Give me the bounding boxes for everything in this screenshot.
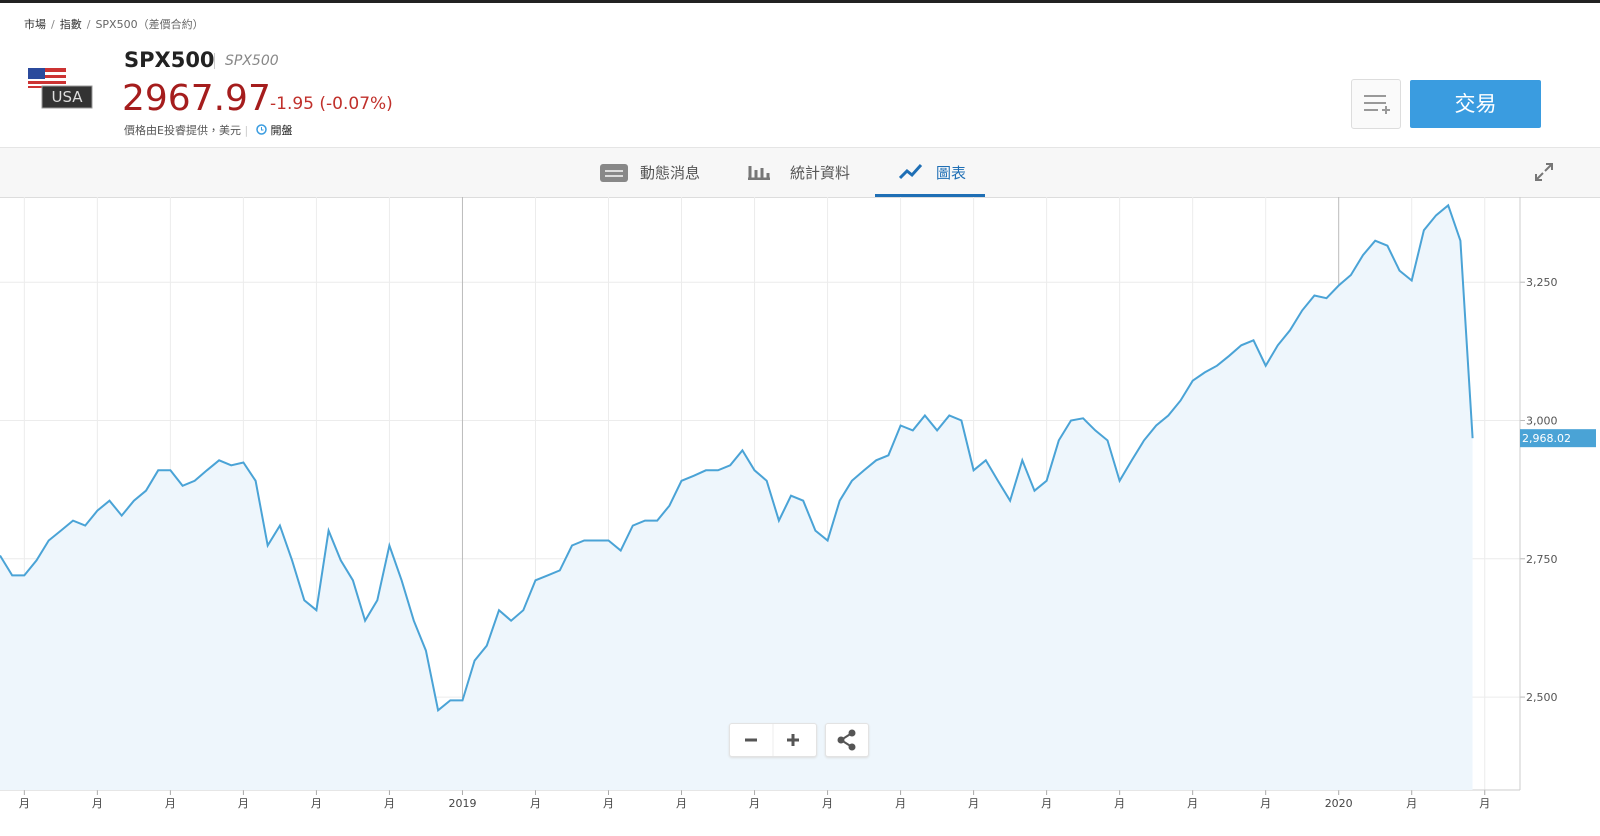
x-tick-label: 月 — [384, 797, 395, 810]
flag-icon: USA — [28, 68, 93, 109]
y-tick-label: 2,500 — [1526, 691, 1558, 704]
crumb-link[interactable]: 指數 — [59, 18, 82, 31]
x-tick-label: 月 — [165, 797, 176, 810]
x-tick-label: 月 — [968, 797, 979, 810]
x-tick-label: 月 — [1187, 797, 1198, 810]
share-icon — [837, 729, 856, 751]
source-text: 價格由E投睿提供，美元 — [124, 124, 241, 137]
top-bar — [0, 0, 1600, 3]
tab-bar: 動態消息 統計資料 圖表 — [0, 147, 1600, 198]
breadcrumb: 市場 / 指數 / SPX500（差價合約） — [24, 18, 204, 31]
tab-underline — [875, 194, 985, 197]
tab[interactable]: 動態消息 — [640, 164, 701, 182]
trade-button[interactable]: 交易 — [1410, 80, 1541, 128]
crumb-link[interactable]: 市場 — [24, 18, 46, 31]
news-icon — [600, 164, 628, 182]
x-tick-label: 2020 — [1325, 797, 1353, 810]
x-tick-label: 月 — [311, 797, 322, 810]
share-button[interactable] — [825, 723, 869, 757]
crumb-current: SPX500（差價合約） — [95, 18, 204, 31]
area — [0, 205, 1473, 791]
flag-text: USA — [51, 88, 83, 106]
y-tick-label: 2,750 — [1526, 553, 1558, 566]
line — [0, 203, 1474, 713]
value-label: 2,968.02 — [1522, 432, 1571, 445]
tab[interactable]: 統計資料 — [790, 164, 851, 182]
price-source: 價格由E投睿提供，美元 | — [124, 124, 249, 137]
market-status: 開盤 — [256, 122, 293, 138]
x-tick-label: 月 — [1041, 797, 1052, 810]
x-tick-label: 月 — [1114, 797, 1125, 810]
status-text: 開盤 — [270, 124, 293, 137]
y-tick-label: 3,250 — [1526, 276, 1558, 289]
x-tick-label: 月 — [676, 797, 687, 810]
chart-icon — [899, 163, 923, 180]
x-tick-label: 月 — [1479, 797, 1490, 810]
symbol-sub: SPX500 — [214, 53, 279, 69]
y-tick-label: 3,000 — [1526, 414, 1558, 427]
x-tick-label: 月 — [238, 797, 249, 810]
x-tick-label: 2019 — [448, 797, 476, 810]
zoom-in[interactable] — [787, 734, 799, 746]
list-icon — [1364, 95, 1390, 114]
x-tick-label: 月 — [895, 797, 906, 810]
watchlist-button[interactable] — [1351, 79, 1401, 129]
zoom-icons — [745, 724, 799, 756]
fullscreen-icon[interactable] — [1534, 162, 1554, 182]
x-tick-label: 月 — [603, 797, 614, 810]
x-tick-label: 月 — [1406, 797, 1417, 810]
stats-icon — [748, 166, 770, 180]
x-tick-label: 月 — [19, 797, 30, 810]
x-tick-label: 月 — [749, 797, 760, 810]
value-tag — [1520, 429, 1596, 448]
price-change: -1.95 (-0.07%) — [270, 94, 393, 114]
clock-icon — [256, 124, 267, 135]
x-tick-label: 月 — [92, 797, 103, 810]
symbol: SPX500 — [124, 48, 215, 72]
x-tick-label: 月 — [530, 797, 541, 810]
x-tick-label: 月 — [1260, 797, 1271, 810]
price: 2967.97 — [122, 78, 271, 119]
tab-active[interactable]: 圖表 — [936, 164, 967, 182]
x-tick-label: 月 — [822, 797, 833, 810]
zoom-controls — [729, 723, 817, 757]
